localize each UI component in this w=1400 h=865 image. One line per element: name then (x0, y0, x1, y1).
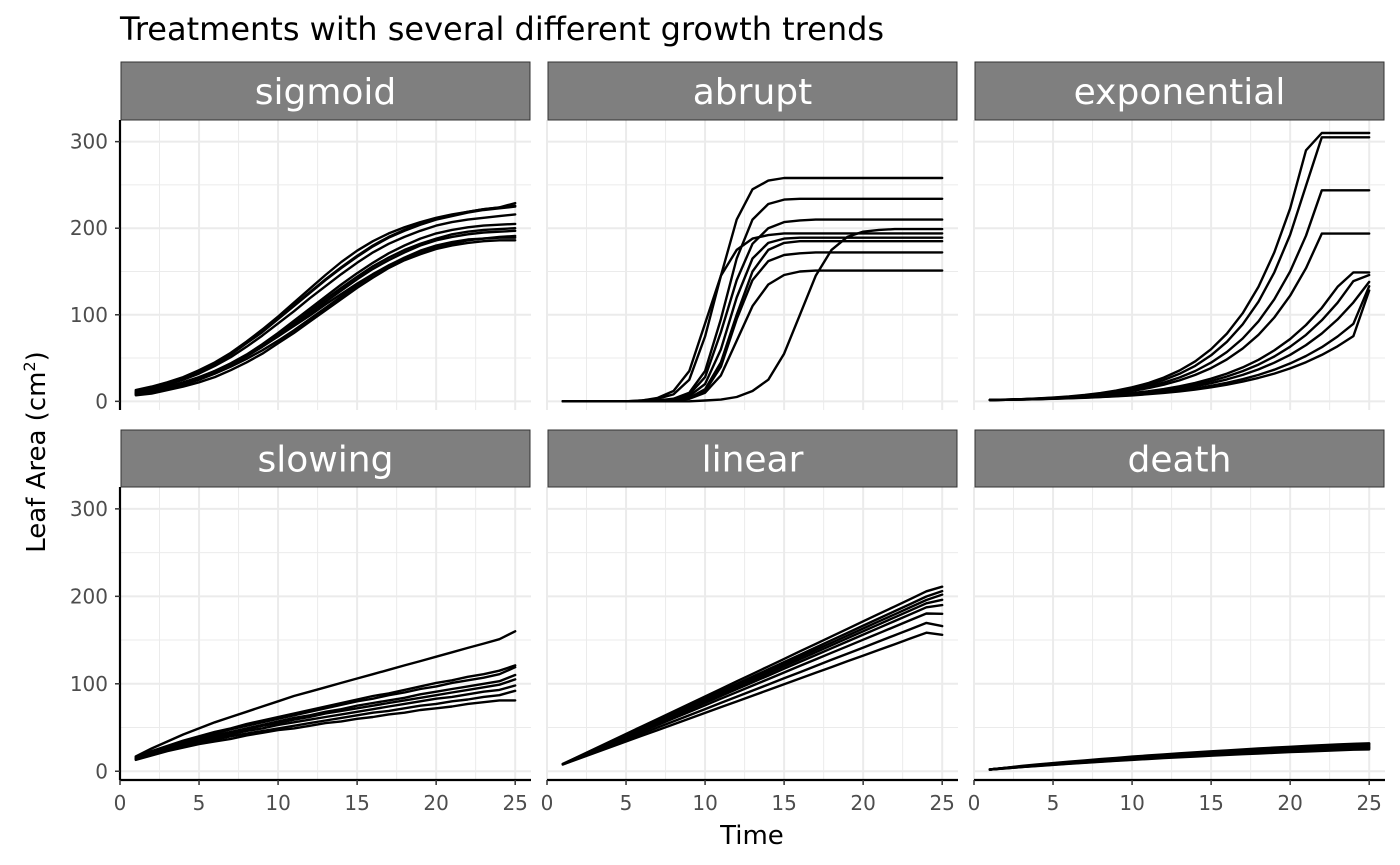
facet-strip (120, 429, 531, 488)
x-tick-label: 10 (1119, 791, 1144, 815)
x-tick-label: 25 (929, 791, 954, 815)
chart-title: Treatments with several different growth… (119, 10, 884, 48)
panel-slowing: slowing 0 100 200 300 0 5 10 15 20 25 (70, 429, 531, 815)
series-line-5 (134, 678, 517, 761)
series-line-7 (134, 229, 517, 395)
series-line-8 (134, 234, 517, 394)
x-tick-label: 20 (1277, 791, 1302, 815)
facet-strip (547, 61, 958, 121)
panel-sigmoid: sigmoid 0 100 200 300 (70, 61, 531, 413)
series-line-8 (988, 285, 1371, 402)
facet-strip-label: death (1128, 440, 1232, 481)
y-axis-title-close: ) (22, 351, 52, 361)
x-tick-label: 25 (502, 791, 527, 815)
series-line-6 (561, 612, 944, 766)
series-line-7 (988, 280, 1371, 402)
y-axis-title-main: Leaf Area (cm (22, 372, 52, 553)
series-line-9 (988, 289, 1371, 402)
series-line-10 (134, 239, 517, 397)
x-tick-label: 5 (620, 791, 633, 815)
series-line-6 (134, 684, 517, 761)
series-line-2 (134, 664, 517, 759)
panel-exponential: exponential (973, 61, 1385, 410)
x-tick-label: 5 (1047, 791, 1060, 815)
y-axis-title-superscript: 2 (20, 361, 39, 371)
facet-strip (974, 429, 1385, 488)
series-line-7 (134, 689, 517, 761)
y-tick-label: 200 (70, 584, 108, 608)
x-tick-label: 20 (423, 791, 448, 815)
series-line-4 (134, 673, 517, 760)
x-tick-label: 15 (344, 791, 369, 815)
y-tick-label: 200 (70, 216, 108, 240)
x-tick-label: 0 (114, 791, 127, 815)
panel-linear: linear 0 5 10 15 20 25 (541, 429, 958, 815)
facet-strip-label: slowing (258, 440, 394, 481)
series-line-3 (561, 218, 944, 403)
x-tick-label: 10 (692, 791, 717, 815)
series-line-4 (134, 213, 517, 394)
panel-abrupt: abrupt (546, 61, 958, 410)
series-line-6 (561, 240, 944, 403)
y-axis-title: Leaf Area (cm2) (20, 351, 52, 553)
series-line-1 (561, 176, 944, 403)
series-line-9 (134, 236, 517, 396)
x-tick-label: 10 (265, 791, 290, 815)
y-tick-label: 100 (70, 672, 108, 696)
series-line-1 (134, 630, 517, 758)
series-line-5 (561, 236, 944, 403)
facet-strip-label: exponential (1074, 72, 1286, 113)
facet-strip-label: abrupt (693, 72, 813, 113)
facet-strip (120, 61, 531, 121)
y-tick-label: 0 (95, 389, 108, 413)
x-tick-label: 5 (193, 791, 206, 815)
x-tick-label: 15 (1198, 791, 1223, 815)
series-line-8 (134, 699, 517, 762)
series-line-8 (988, 748, 1371, 771)
series-line-3 (988, 189, 1371, 402)
y-tick-label: 100 (70, 303, 108, 327)
y-tick-label: 300 (70, 130, 108, 154)
x-tick-label: 0 (541, 791, 554, 815)
facet-strip (547, 429, 958, 488)
facet-strip-label: linear (702, 440, 804, 481)
x-tick-label: 25 (1356, 791, 1381, 815)
x-tick-label: 20 (850, 791, 875, 815)
panel-death: death 0 5 10 15 20 25 (968, 429, 1385, 815)
x-tick-label: 15 (771, 791, 796, 815)
series-line-9 (561, 269, 944, 403)
series-line-8 (561, 631, 944, 766)
facet-strip (974, 61, 1385, 121)
x-tick-label: 0 (968, 791, 981, 815)
y-tick-label: 0 (95, 759, 108, 783)
y-tick-label: 300 (70, 497, 108, 521)
series-line-7 (561, 621, 944, 766)
facet-strip-label: sigmoid (255, 72, 397, 113)
series-line-3 (134, 201, 517, 393)
x-axis-title: Time (719, 821, 784, 851)
